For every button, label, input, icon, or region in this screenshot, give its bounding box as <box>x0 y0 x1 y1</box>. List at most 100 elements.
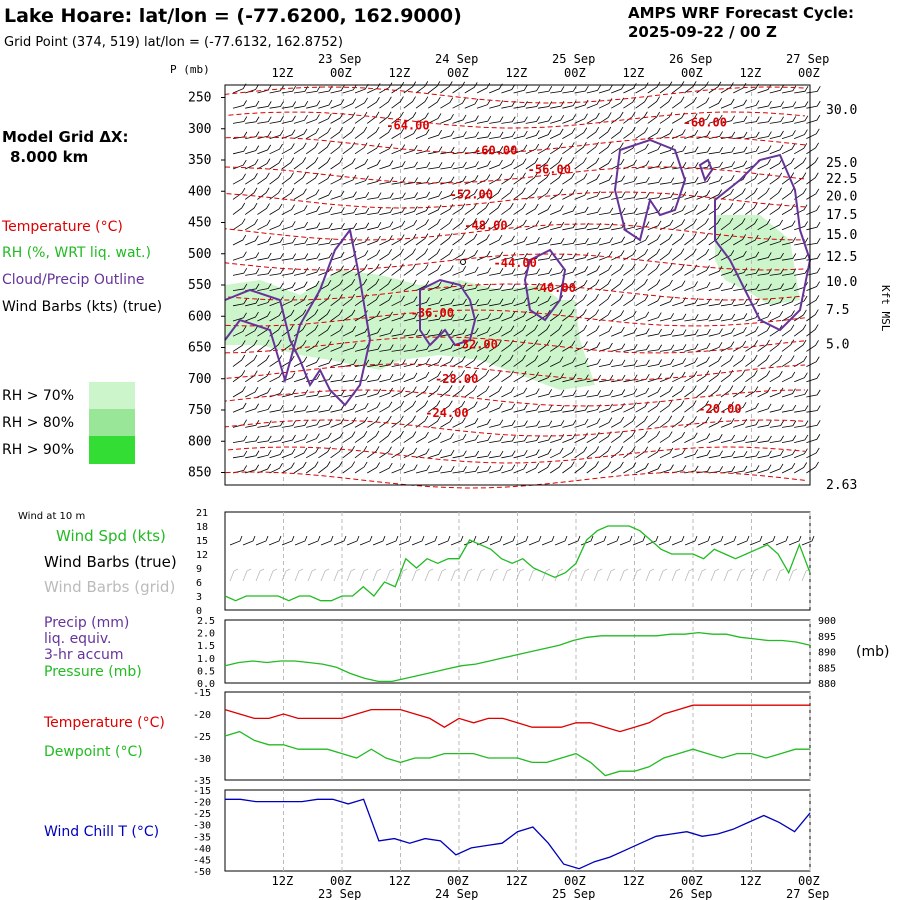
wind-barb <box>550 86 565 94</box>
wind-barb <box>769 435 785 443</box>
wind-barb <box>464 434 479 443</box>
wind-barb <box>574 85 589 94</box>
wind-barb <box>489 435 504 443</box>
wind-barb <box>513 101 528 109</box>
wind-barb-true <box>294 535 308 546</box>
wind-barb <box>440 265 454 276</box>
wind-barb-grid <box>671 568 681 582</box>
wind-barb-grid <box>567 568 577 582</box>
wind-barb <box>330 174 344 185</box>
time-tick-top: 00Z <box>447 66 469 80</box>
wind-barb-grid <box>463 568 473 582</box>
wind-barb <box>257 268 272 276</box>
isotherm <box>224 191 806 209</box>
time-tick-top: 00Z <box>798 66 820 80</box>
temperature-panel: -15 -20 -25 -30 -35 <box>193 688 811 787</box>
wind-barb <box>708 146 724 155</box>
wind-barb <box>708 328 723 337</box>
wind-barb <box>489 312 504 322</box>
wind-barb <box>696 433 711 443</box>
wind-barb <box>330 446 343 459</box>
wind-barb <box>379 221 394 231</box>
isotherm-label: -60.00 <box>474 144 517 158</box>
wind-barb <box>318 141 331 155</box>
wind-barb <box>476 326 491 337</box>
wind-barb <box>257 116 272 124</box>
time-tick-top: 00Z <box>681 66 703 80</box>
wind-barb <box>598 207 614 215</box>
wind-barb <box>330 222 345 231</box>
wind-barb <box>623 176 638 185</box>
wind-barb <box>574 357 589 367</box>
wind-barb <box>464 131 479 139</box>
wind-barb <box>720 385 734 398</box>
wind-barb <box>793 324 807 337</box>
wind-barb <box>366 446 380 459</box>
wind-barb <box>415 280 430 291</box>
wind-barb <box>769 172 783 185</box>
wind-barb <box>696 281 711 291</box>
wind-barb <box>769 144 784 155</box>
wind-barb <box>366 142 380 155</box>
wind-barb <box>428 162 443 170</box>
wind-barb <box>781 355 795 367</box>
wind-barb <box>623 97 636 109</box>
wind-barb <box>550 420 565 428</box>
wind-barb <box>635 430 648 443</box>
date-tick-top: 25 Sep <box>552 52 595 66</box>
wind-barb <box>562 419 577 428</box>
wind-barb <box>306 114 320 124</box>
pressure-tick-label: 895 <box>818 632 836 643</box>
isotherm <box>224 471 806 489</box>
wind-barb <box>403 358 418 367</box>
wind-barb <box>501 403 516 413</box>
wind-barb <box>452 417 466 428</box>
time-tick-top: 00Z <box>564 66 586 80</box>
wind-barb <box>757 370 771 383</box>
wind-barb <box>537 420 553 428</box>
isotherm <box>224 309 806 327</box>
time-tick-bottom: 00Z <box>447 874 469 888</box>
wind-barb <box>611 389 626 398</box>
wind-barb <box>501 173 514 185</box>
wind-barb <box>781 187 795 200</box>
wind-barb <box>306 433 320 443</box>
wind-barb <box>720 202 734 215</box>
wind-barb <box>232 340 246 352</box>
legend-wind-barbs: Wind Barbs (kts) (true) <box>2 299 162 315</box>
wind-barb <box>684 248 697 261</box>
wind-barb <box>415 385 429 398</box>
panel-frame <box>224 789 811 872</box>
wind-barb <box>732 188 746 200</box>
time-tick-top: 12Z <box>740 66 762 80</box>
wind-barb <box>659 192 675 200</box>
wind-barb-true <box>242 535 256 546</box>
wind-barb <box>367 192 382 200</box>
wind-barb <box>806 447 820 459</box>
wind-tick-label: 18 <box>196 522 208 533</box>
wind-barb <box>733 116 748 124</box>
wind-barb <box>574 157 587 170</box>
wind-barb <box>708 189 723 200</box>
wind-barb <box>635 248 649 261</box>
wind-barb <box>659 447 674 459</box>
wind-barb <box>769 339 782 352</box>
wind-barb <box>513 420 528 428</box>
wind-barb <box>366 111 380 124</box>
windchill-tick-label: -15 <box>193 786 211 797</box>
wind-barb <box>647 279 661 291</box>
wind-barb <box>281 282 296 291</box>
wind-barb <box>672 344 687 352</box>
wind-barb <box>733 250 747 261</box>
wind-barb <box>501 311 515 322</box>
wind-barb <box>440 449 455 459</box>
wind-barb <box>733 131 748 139</box>
wind-barb <box>415 96 429 109</box>
wind-barb <box>415 248 429 261</box>
wind-barb <box>257 219 271 231</box>
windchill-tick-label: -50 <box>193 867 211 878</box>
wind-barb <box>305 142 319 155</box>
wind-barb-grid <box>294 568 304 582</box>
wind-barb <box>574 390 589 398</box>
wind-barb-true <box>281 535 295 546</box>
